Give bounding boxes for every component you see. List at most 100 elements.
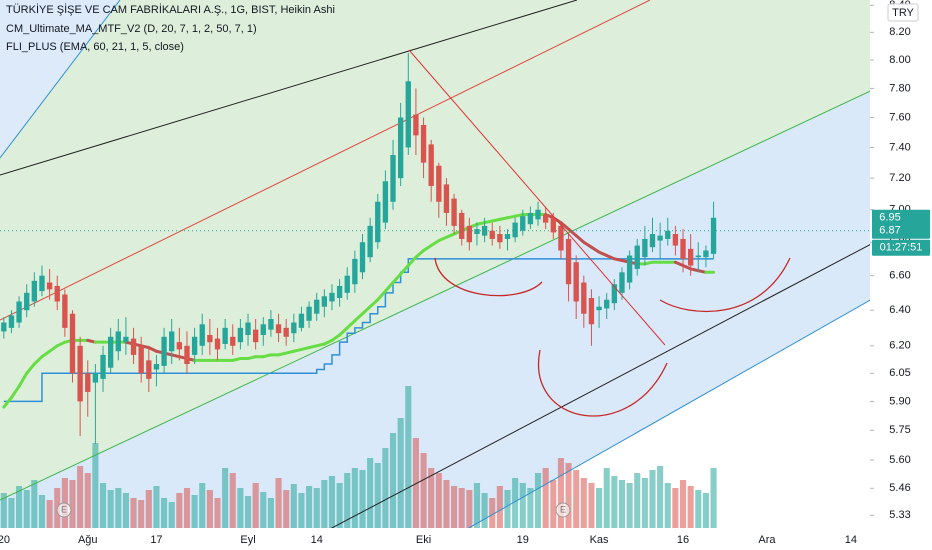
- candle-body: [92, 373, 99, 383]
- candle-body: [39, 275, 45, 292]
- volume-bar: [687, 486, 694, 528]
- legend-indicator: FLI_PLUS (EMA, 60, 21, 1, 5, close): [6, 41, 184, 53]
- y-tick-label: 6.40: [889, 304, 910, 316]
- ma-segment: [582, 240, 593, 249]
- ma-segment: [376, 289, 387, 302]
- candle-body: [657, 235, 663, 241]
- volume-bar: [206, 490, 213, 528]
- ma-segment: [9, 384, 21, 400]
- volume-bar: [168, 502, 175, 528]
- candle-body: [573, 262, 579, 302]
- time-axis: [0, 528, 870, 550]
- volume-bar: [504, 490, 511, 528]
- candle-layer: [1, 53, 717, 445]
- volume-bar: [244, 496, 252, 528]
- candle-body: [550, 217, 556, 233]
- currency-box[interactable]: [887, 3, 919, 22]
- candle-body: [207, 334, 213, 343]
- candle-body: [397, 117, 404, 179]
- candle-body: [298, 313, 305, 328]
- candle-body: [222, 327, 228, 344]
- y-tick-label: 7.80: [889, 82, 910, 94]
- volume-bar: [359, 470, 366, 528]
- volume-bar: [550, 480, 557, 528]
- volume-bar: [8, 498, 15, 528]
- ma-segment: [383, 281, 395, 293]
- volume-bar: [77, 466, 84, 528]
- candle-body: [672, 234, 679, 246]
- ma-segment: [391, 272, 403, 285]
- candle-body: [520, 216, 526, 231]
- candle-body: [138, 345, 144, 374]
- y-tick-label: 7.20: [889, 172, 910, 184]
- volume-bar: [31, 480, 38, 528]
- x-tick-label: 19: [517, 534, 529, 546]
- volume-bar: [0, 493, 7, 528]
- channel-line: [467, 299, 870, 528]
- candle-body: [69, 313, 76, 374]
- candle-body: [665, 230, 671, 239]
- x-tick-label: Ağu: [78, 534, 98, 546]
- earnings-marker[interactable]: [56, 502, 72, 518]
- candle-body: [642, 238, 648, 258]
- candle-body: [123, 336, 129, 343]
- ma-segment: [406, 255, 418, 268]
- ma-segment: [567, 227, 578, 238]
- volume-bar: [237, 488, 244, 528]
- ma-segment: [48, 344, 59, 353]
- candle-body: [260, 324, 266, 335]
- ma-segment: [574, 234, 586, 244]
- volume-bar: [573, 470, 580, 528]
- candle-body: [321, 296, 328, 307]
- candle-body: [306, 306, 312, 321]
- candle-body: [31, 280, 38, 302]
- ma-segment: [414, 249, 426, 259]
- volume-bar: [344, 473, 351, 528]
- y-tick-label: 5.60: [889, 454, 910, 466]
- volume-bar: [374, 463, 381, 528]
- volume-bar: [519, 483, 526, 528]
- candle-body: [100, 354, 106, 379]
- channel-fill: [0, 91, 870, 528]
- candle-body: [191, 336, 198, 355]
- volume-bar: [69, 480, 76, 528]
- volume-bar: [351, 468, 358, 528]
- volume-bar: [405, 386, 412, 528]
- volume-bar: [458, 488, 465, 528]
- volume-bar: [695, 490, 702, 528]
- price-axis: [870, 0, 932, 550]
- y-tick-label: 8.00: [889, 54, 910, 66]
- candle-body: [428, 144, 434, 186]
- candle-body: [291, 322, 297, 334]
- candle-body: [489, 230, 495, 239]
- candle-body: [565, 238, 572, 285]
- earnings-marker[interactable]: [555, 502, 571, 518]
- volume-bar: [252, 483, 259, 528]
- y-tick-label: 5.90: [889, 395, 910, 407]
- volume-bar: [283, 490, 290, 528]
- ma-segment: [422, 244, 433, 253]
- volume-bar: [473, 483, 481, 528]
- volume-bar: [260, 492, 267, 528]
- y-tick-label: 7.40: [889, 141, 910, 153]
- volume-bar: [618, 480, 626, 528]
- channel-fill: [0, 0, 870, 500]
- volume-bar: [214, 498, 221, 528]
- candle-body: [169, 331, 175, 352]
- candle-body: [390, 155, 396, 202]
- y-tick-label: 6.05: [889, 367, 910, 379]
- candle-body: [184, 345, 190, 365]
- volume-bar: [115, 488, 122, 528]
- candle-body: [314, 299, 320, 314]
- volume-bar: [145, 490, 152, 528]
- volume-bar: [542, 468, 549, 528]
- candle-body: [275, 324, 282, 334]
- y-tick-label: 5.75: [889, 424, 910, 436]
- last-price-box: [872, 209, 930, 226]
- y-tick-label: 8.20: [889, 26, 910, 38]
- volume-bar: [596, 488, 603, 528]
- volume-bar: [92, 443, 99, 528]
- candle-body: [527, 212, 534, 225]
- candle-body: [336, 285, 343, 299]
